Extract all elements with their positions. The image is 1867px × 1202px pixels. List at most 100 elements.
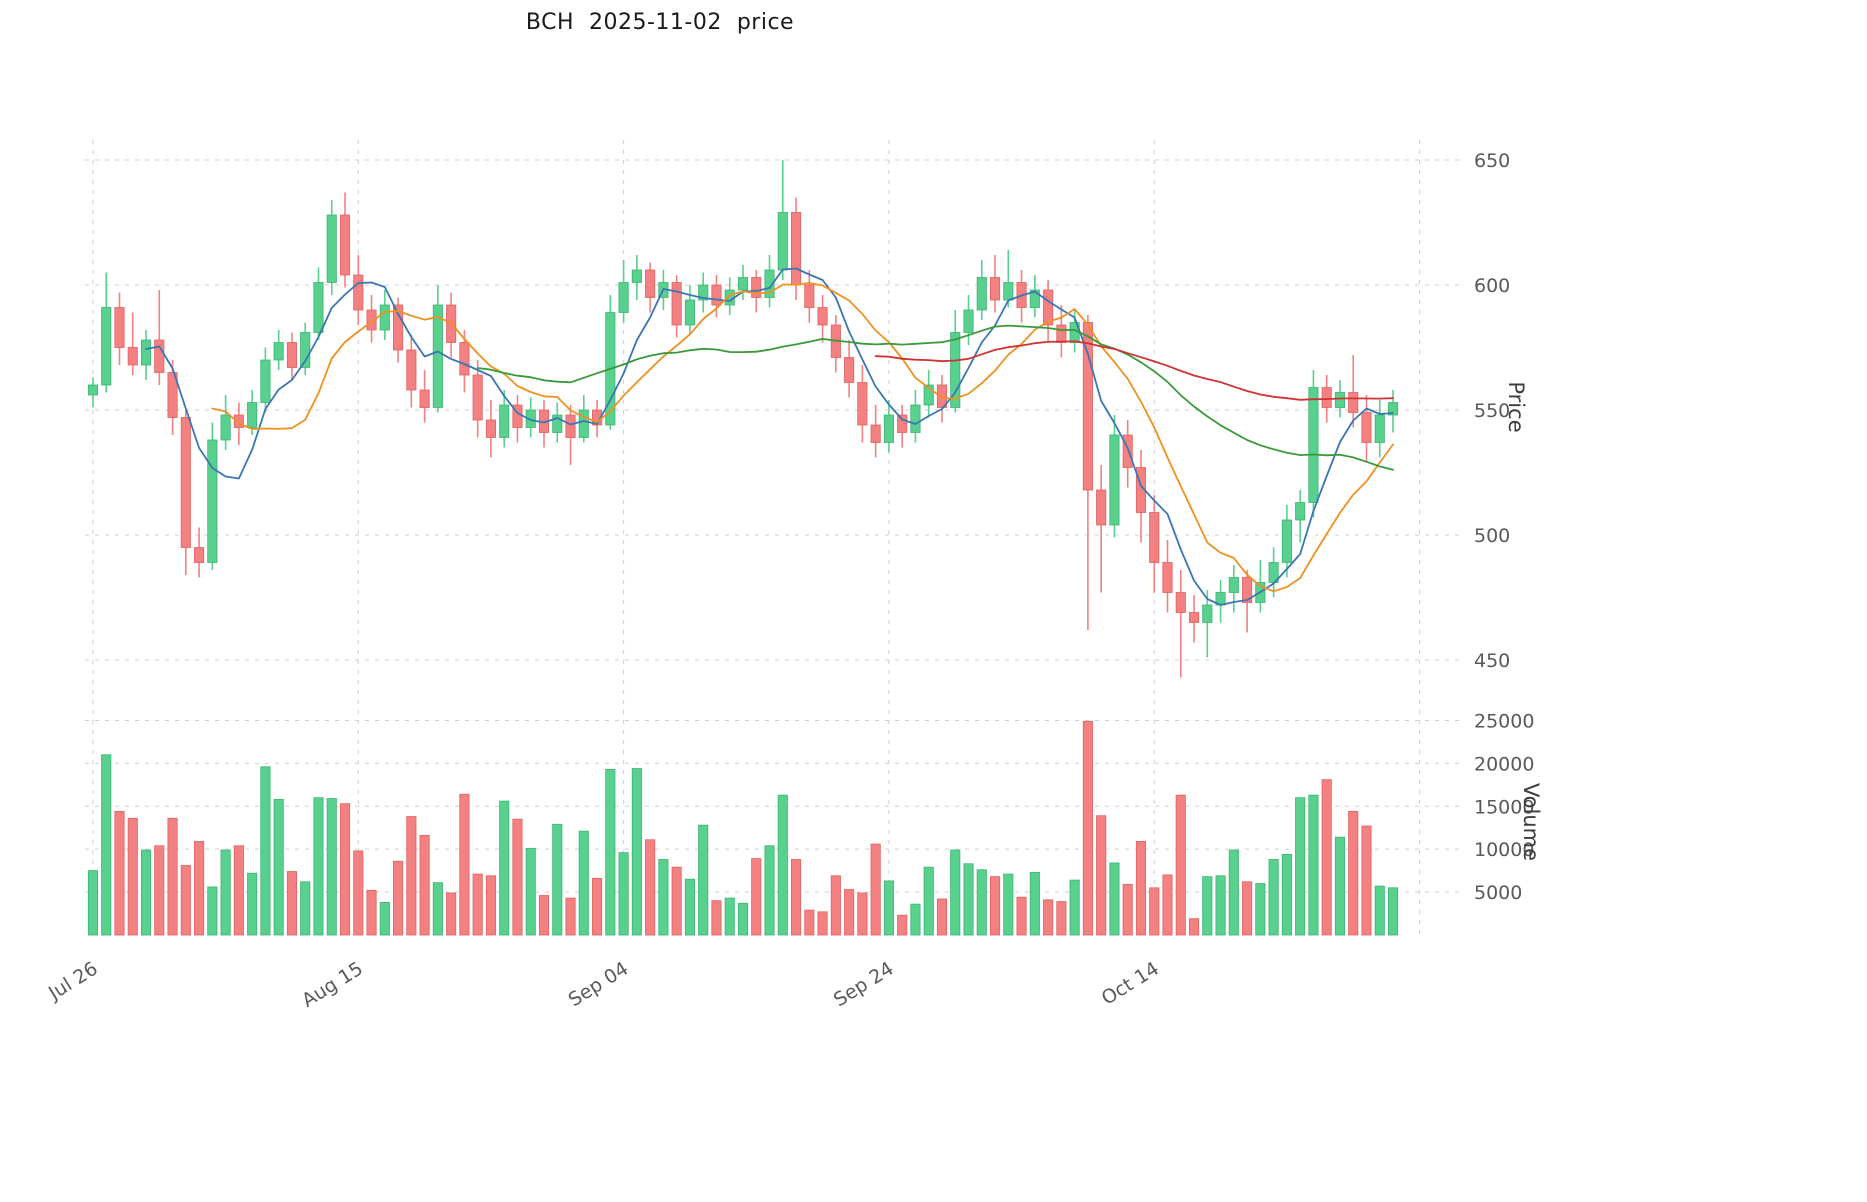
volume-bar xyxy=(379,901,390,936)
volume-bar xyxy=(1175,794,1186,936)
candle-body xyxy=(101,307,112,386)
volume-bar xyxy=(910,903,921,936)
candle-body xyxy=(167,372,178,418)
price-axis-title: Price xyxy=(1504,381,1528,433)
volume-bar xyxy=(180,865,191,936)
volume-bar xyxy=(791,859,802,936)
volume-bar xyxy=(1096,815,1107,936)
candle-body xyxy=(1361,412,1372,443)
volume-bar xyxy=(645,839,656,936)
price-tick-label: 650 xyxy=(1474,150,1510,172)
candle-body xyxy=(578,409,589,438)
candle-body xyxy=(273,342,284,361)
volume-bar xyxy=(923,866,934,936)
volume-bar xyxy=(1374,885,1385,936)
candle-body xyxy=(989,277,1001,301)
volume-bar xyxy=(406,816,417,936)
candle-body xyxy=(936,384,948,408)
volume-bar xyxy=(711,900,722,936)
volume-bar xyxy=(658,859,669,936)
volume-bar xyxy=(684,878,695,936)
volume-bar xyxy=(353,850,364,936)
volume-bar xyxy=(1003,873,1014,936)
candle-body xyxy=(140,339,152,366)
candle-body xyxy=(1056,324,1067,343)
volume-bar xyxy=(1281,853,1292,936)
candle-body xyxy=(1281,519,1292,563)
volume-bar xyxy=(326,798,337,936)
volume-tick-label: 25000 xyxy=(1474,710,1534,732)
volume-bar xyxy=(1387,887,1399,936)
volume-bar xyxy=(751,858,762,936)
volume-tick-label: 15000 xyxy=(1474,796,1534,818)
candle-body xyxy=(379,304,390,331)
candle-body xyxy=(1202,604,1213,623)
candle-body xyxy=(1295,502,1306,521)
candle-body xyxy=(1334,392,1346,408)
volume-axis-title: Volume xyxy=(1519,782,1543,862)
ma-line-ma5 xyxy=(145,267,1394,606)
volume-bar xyxy=(339,803,351,936)
grid xyxy=(85,140,1462,935)
ma-line-ma60 xyxy=(874,340,1394,401)
volume-bar xyxy=(207,886,218,936)
candle-body xyxy=(1387,402,1399,416)
x-tick-label: Sep 04 xyxy=(565,958,633,1012)
volume-bar xyxy=(605,768,616,936)
volume-bars xyxy=(87,720,1399,936)
candle-body xyxy=(1122,434,1133,468)
candle-body xyxy=(963,309,974,333)
candle-body xyxy=(671,282,682,326)
volume-bar xyxy=(870,843,881,936)
candle-body xyxy=(1348,392,1359,413)
candle-body xyxy=(1308,387,1319,503)
volume-bar xyxy=(512,818,523,936)
candle-body xyxy=(1096,489,1107,526)
x-tick-labels: Jul 26 Aug 15 Sep 04 Sep 24 Oct 14 xyxy=(44,958,1163,1012)
volume-bar xyxy=(1043,899,1054,936)
volume-bar xyxy=(127,817,138,936)
candle-body xyxy=(393,304,404,351)
volume-bar xyxy=(1202,876,1213,936)
volume-bar xyxy=(698,824,709,936)
volume-bar xyxy=(472,873,483,936)
candle-body xyxy=(684,299,695,326)
candle-body xyxy=(260,359,271,403)
candle-body xyxy=(127,347,138,366)
candle-body xyxy=(910,404,921,433)
volume-bar xyxy=(114,811,125,936)
candle-body xyxy=(844,357,855,383)
volume-bar xyxy=(1334,836,1346,936)
volume-bar xyxy=(565,897,576,936)
price-tick-label: 550 xyxy=(1474,400,1510,422)
volume-bar xyxy=(1242,881,1253,936)
volume-bar xyxy=(844,889,855,936)
candle-body xyxy=(1228,577,1239,593)
candle-body xyxy=(1374,414,1385,443)
candle-body xyxy=(897,414,908,433)
volume-bar xyxy=(499,800,510,936)
volume-bar xyxy=(220,849,231,936)
candle-body xyxy=(1149,512,1160,563)
volume-bar xyxy=(485,875,496,936)
candle-body xyxy=(976,277,987,311)
volume-bar xyxy=(764,845,775,936)
volume-bar xyxy=(247,872,258,936)
candle-body xyxy=(552,414,563,433)
volume-bar xyxy=(578,830,589,936)
ma-lines xyxy=(145,267,1394,606)
volume-bar xyxy=(87,870,99,936)
volume-tick-labels: 25000 20000 15000 10000 5000 xyxy=(1474,710,1534,904)
candle-body xyxy=(1321,387,1332,408)
volume-bar xyxy=(273,799,284,936)
volume-bar xyxy=(1056,901,1067,936)
candle-body xyxy=(631,269,642,283)
volume-bar xyxy=(154,845,165,936)
candle-body xyxy=(764,269,775,298)
candle-body xyxy=(207,439,218,563)
candle-body xyxy=(313,282,324,333)
volume-bar xyxy=(1255,883,1266,936)
volume-bar xyxy=(817,911,828,936)
volume-bar xyxy=(419,835,430,936)
candle-body xyxy=(1082,322,1093,491)
